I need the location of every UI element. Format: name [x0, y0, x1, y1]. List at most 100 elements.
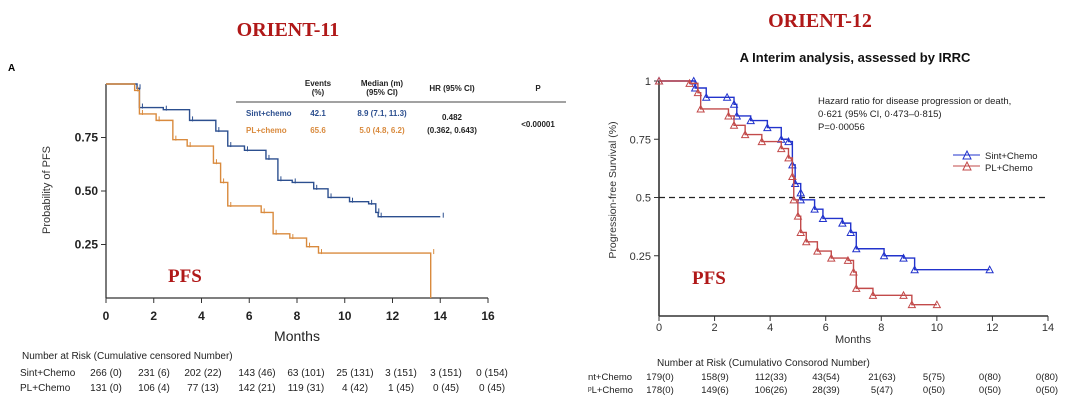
orient-12-chart: A Interim analysis, assessed by IRRC PFS…	[588, 50, 1058, 396]
x-tick-label: 12	[386, 309, 400, 323]
hazard-annotation-3: P=0·00056	[818, 122, 865, 133]
x-tick-label: 10	[338, 309, 352, 323]
x-tick-label: 10	[931, 322, 943, 334]
stats-header-2: HR (95% CI)	[429, 84, 475, 93]
censor-marker	[701, 92, 711, 101]
censor-marker	[846, 227, 856, 236]
legend: Sint+Chemo PL+Chemo	[953, 149, 1038, 174]
risk-value: 119 (31)	[288, 383, 325, 394]
x-tick-label: 8	[878, 322, 884, 334]
hazard-annotation-1: Hazard ratio for disease progression or …	[818, 96, 1011, 107]
x-tick-label: 2	[150, 309, 157, 323]
x-tick-label: 6	[246, 309, 253, 323]
risk-value: 131 (0)	[90, 383, 122, 394]
km-curve-sint-chemo	[659, 80, 990, 271]
y-tick-label: 0.25	[75, 238, 99, 252]
x-tick-label: 4	[767, 322, 773, 334]
censor-marker	[729, 99, 739, 108]
risk-value: 77 (13)	[187, 383, 219, 394]
censor-marker	[776, 144, 786, 153]
pfs-label-right: PFS	[692, 268, 726, 289]
censor-marker	[907, 300, 917, 309]
y-tick-label: 1	[645, 76, 651, 88]
risk-table-title-left: Number at Risk (Cumulative censored Numb…	[22, 351, 233, 362]
x-tick-label: 14	[1042, 322, 1054, 334]
x-tick-label: 8	[294, 309, 301, 323]
censor-marker	[843, 255, 853, 264]
censor-marker	[985, 265, 994, 274]
censor-marker	[729, 120, 739, 129]
x-tick-label: 4	[198, 309, 205, 323]
orient-11-chart: A PFS Probability of PFS Months 0 2 4 6 8 10 1…	[8, 63, 566, 394]
legend-label-pl: PL+Chemo	[985, 163, 1033, 174]
censor-marker	[818, 213, 828, 222]
risk-value: 4 (42)	[342, 383, 368, 394]
risk-value: 158(9)	[701, 372, 728, 383]
censor-marker	[685, 78, 694, 87]
risk-row-label: nt+Chemo	[588, 372, 632, 383]
x-tick-label: 0	[656, 322, 662, 334]
censor-marker	[910, 265, 919, 274]
x-tick-label: 2	[712, 322, 718, 334]
x-axis-label-right: Months	[835, 334, 872, 346]
stats-header-0: Events	[305, 79, 332, 88]
median-sint: 8.9 (7.1, 11.3)	[357, 109, 407, 118]
risk-value: 5(75)	[923, 372, 945, 383]
censor-marker	[693, 88, 703, 97]
censor-marker	[801, 237, 811, 246]
panel-label: A	[8, 63, 15, 74]
risk-value: 0(80)	[1036, 372, 1058, 383]
risk-value: 178(0)	[646, 385, 673, 396]
arm-pl: PL+chemo	[246, 126, 287, 135]
risk-value: 0 (45)	[433, 383, 459, 394]
censor-marker	[757, 137, 767, 146]
p-value: <0.00001	[521, 120, 555, 129]
risk-value: 0(50)	[979, 385, 1001, 396]
censor-marker	[826, 253, 836, 262]
y-tick-label: 0.25	[630, 251, 651, 263]
risk-value: 25 (131)	[336, 368, 373, 379]
censor-marker	[838, 218, 847, 227]
censor-marker	[784, 153, 793, 162]
risk-value: 21(63)	[868, 372, 895, 383]
arm-sint: Sint+chemo	[246, 109, 292, 118]
risk-value: 28(39)	[812, 385, 839, 396]
stats-header-1: Median (m)	[361, 79, 404, 88]
y-tick-label: 0.75	[75, 131, 99, 145]
events-pl: 65.6	[310, 126, 326, 135]
stats-header-3: P	[535, 84, 541, 93]
censor-marker	[722, 92, 732, 101]
hazard-annotation-2: 0·621 (95% CI, 0·473–0·815)	[818, 109, 942, 120]
orient-11-title: ORIENT-11	[237, 19, 340, 41]
hr-ci: (0.362, 0.643)	[427, 126, 477, 135]
censor-marker	[763, 123, 772, 132]
risk-value: 266 (0)	[90, 368, 122, 379]
x-tick-label: 0	[103, 309, 110, 323]
stats-table: Events(%)Median (m)(95% CI) HR (95% CI) P …	[236, 79, 566, 135]
risk-value: 231 (6)	[138, 368, 170, 379]
censor-marker	[851, 244, 861, 253]
risk-value: 0 (154)	[476, 368, 508, 379]
legend-marker-sint	[962, 149, 972, 160]
stats-header-1: (95% CI)	[366, 88, 398, 97]
km-curve-sint-chemo	[106, 83, 441, 218]
risk-value: 5(47)	[871, 385, 893, 396]
risk-value: 106(26)	[755, 385, 788, 396]
risk-value: 0(50)	[923, 385, 945, 396]
risk-table-title-right: Number at Risk (Cumulativo Consorod Numb…	[657, 358, 870, 369]
censor-marker	[932, 300, 942, 309]
censor-marker	[746, 116, 756, 125]
risk-value: 63 (101)	[287, 368, 324, 379]
censor-marker	[796, 195, 806, 204]
risk-value: 143 (46)	[238, 368, 275, 379]
pfs-label-left: PFS	[168, 266, 202, 287]
x-tick-label: 14	[434, 309, 448, 323]
censor-marker	[690, 83, 700, 92]
censor-marker	[788, 171, 797, 181]
events-sint: 42.1	[310, 109, 326, 118]
risk-value: 0(80)	[979, 372, 1001, 383]
y-tick-label: 0.50	[75, 184, 99, 198]
censor-marker	[879, 251, 889, 260]
censor-marker	[793, 211, 803, 220]
